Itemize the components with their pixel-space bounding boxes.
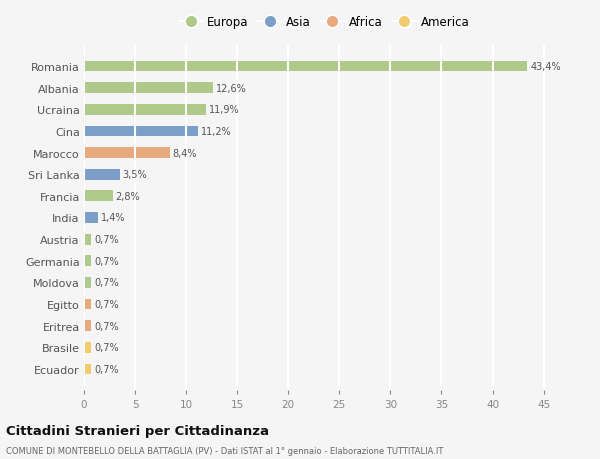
Bar xyxy=(84,364,91,375)
Text: 0,7%: 0,7% xyxy=(94,342,119,353)
Bar xyxy=(84,62,527,73)
Legend: Europa, Asia, Africa, America: Europa, Asia, Africa, America xyxy=(176,14,472,32)
Bar xyxy=(84,213,98,224)
Text: 12,6%: 12,6% xyxy=(216,84,247,94)
Bar xyxy=(84,234,91,245)
Text: 11,2%: 11,2% xyxy=(202,127,232,137)
Bar xyxy=(84,148,170,159)
Bar xyxy=(84,126,199,137)
Bar xyxy=(84,256,91,267)
Bar xyxy=(84,169,120,180)
Text: 0,7%: 0,7% xyxy=(94,278,119,288)
Bar xyxy=(84,299,91,310)
Text: 8,4%: 8,4% xyxy=(173,148,197,158)
Text: 3,5%: 3,5% xyxy=(123,170,148,180)
Text: 0,7%: 0,7% xyxy=(94,256,119,266)
Text: 0,7%: 0,7% xyxy=(94,321,119,331)
Text: 0,7%: 0,7% xyxy=(94,299,119,309)
Bar xyxy=(84,105,206,116)
Text: 43,4%: 43,4% xyxy=(530,62,561,72)
Text: Cittadini Stranieri per Cittadinanza: Cittadini Stranieri per Cittadinanza xyxy=(6,424,269,437)
Bar xyxy=(84,83,212,94)
Text: 2,8%: 2,8% xyxy=(116,191,140,202)
Bar xyxy=(84,277,91,288)
Text: 1,4%: 1,4% xyxy=(101,213,126,223)
Bar xyxy=(84,191,113,202)
Bar xyxy=(84,342,91,353)
Text: 0,7%: 0,7% xyxy=(94,235,119,245)
Text: COMUNE DI MONTEBELLO DELLA BATTAGLIA (PV) - Dati ISTAT al 1° gennaio - Elaborazi: COMUNE DI MONTEBELLO DELLA BATTAGLIA (PV… xyxy=(6,447,443,455)
Bar xyxy=(84,320,91,331)
Text: 11,9%: 11,9% xyxy=(209,105,239,115)
Text: 0,7%: 0,7% xyxy=(94,364,119,374)
